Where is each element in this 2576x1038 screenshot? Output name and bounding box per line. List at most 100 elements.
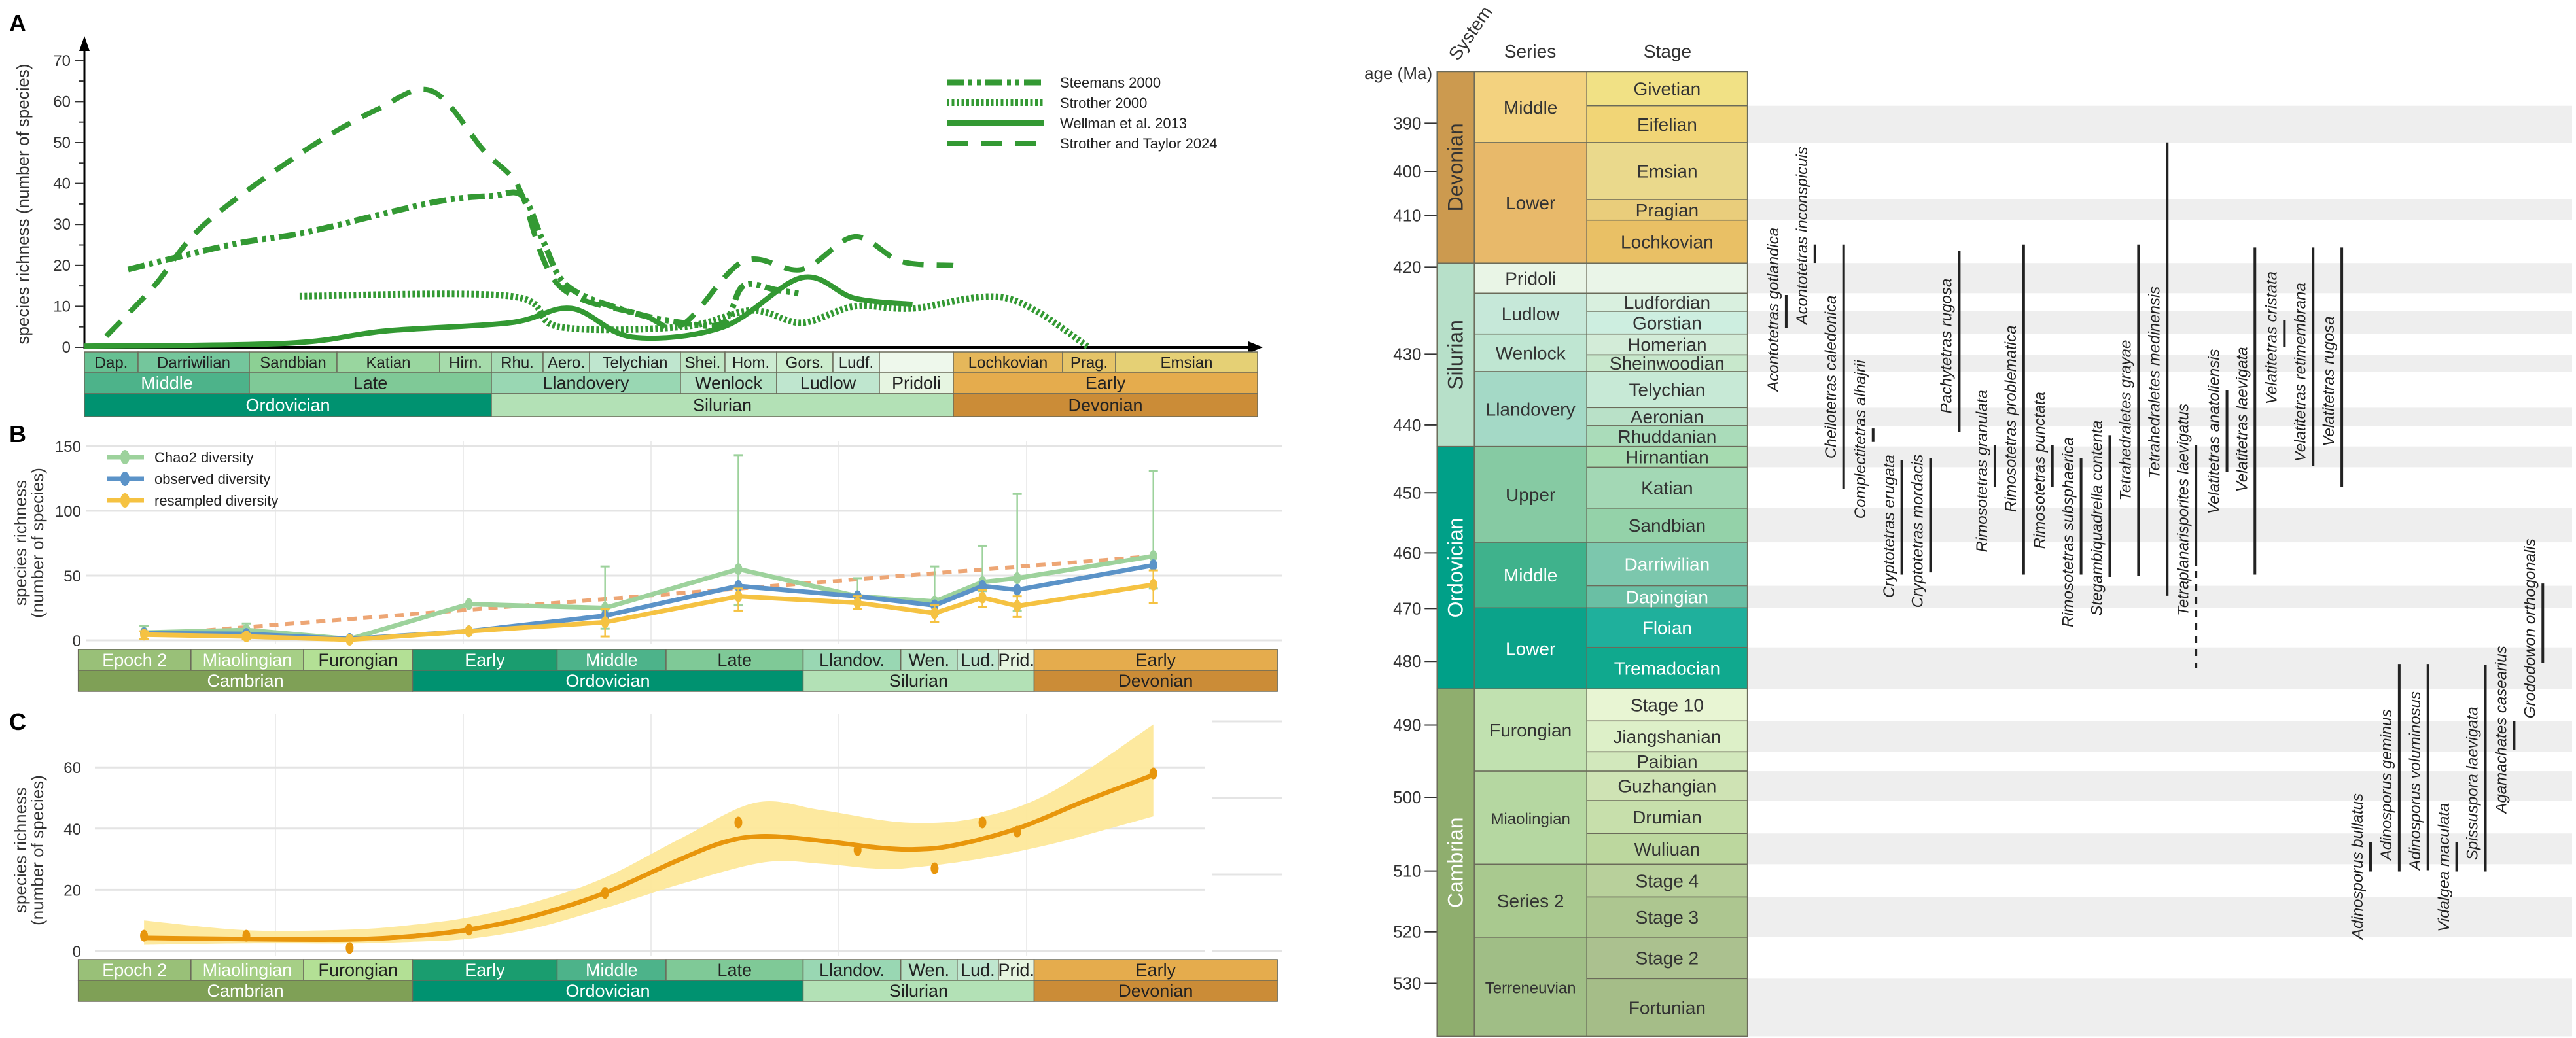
- stage-stripe: [1747, 897, 2572, 937]
- system-cell: [1033, 670, 1278, 692]
- legend-marker-icon: [120, 472, 130, 486]
- stage-label: Lochkovian: [968, 355, 1048, 372]
- series-label: Lower: [1506, 193, 1555, 213]
- taxon-range: Velatitetras cristata: [2263, 271, 2286, 404]
- x-axis-arrow-icon: [1248, 341, 1263, 353]
- stage-label: Katian: [1641, 478, 1693, 498]
- stage-label: Ludfordian: [1624, 292, 1710, 313]
- y-tick-label: 40: [63, 821, 81, 839]
- taxon-range: Adinosporus bullatus: [2349, 793, 2372, 941]
- series-cell: [249, 372, 492, 394]
- stage-label: Wuliuan: [1634, 839, 1701, 859]
- series-cell: [190, 959, 304, 981]
- stage-label: Sheinwoodian: [1610, 353, 1725, 373]
- series-label: Llandov.: [819, 960, 885, 980]
- taxon-label: Rimosotetras subsphaerica: [2060, 437, 2077, 627]
- series-label: Series 2: [1497, 891, 1564, 911]
- stage-label: Guzhangian: [1617, 776, 1716, 797]
- series-label: Epoch 2: [102, 650, 167, 670]
- series-cell: [1473, 371, 1587, 447]
- taxon-label: Acontotetras gotlandica: [1765, 228, 1782, 393]
- age-tick-label: 420: [1393, 257, 1421, 277]
- taxon-range: Velatitetras laevigata: [2233, 247, 2257, 575]
- series-label: Miaolingian: [203, 960, 292, 980]
- taxon-range: Complectitetras alhajrii: [1852, 360, 1875, 519]
- series-cell: [1473, 71, 1587, 143]
- y-tick-label: 30: [53, 216, 71, 234]
- series-label: Upper: [1506, 485, 1555, 505]
- y-tick-label: 0: [73, 632, 81, 650]
- taxon-range: Rimosotetras granulata: [1973, 390, 1996, 552]
- stage-label: Emsian: [1160, 355, 1212, 372]
- age-tick-label: 400: [1393, 162, 1421, 181]
- stage-label: Dapingian: [1626, 587, 1708, 607]
- stage-stripe: [1747, 105, 2572, 143]
- stage-stripe: [1747, 199, 2572, 220]
- series-cell: [1473, 445, 1587, 543]
- taxon-label: Acontotetras inconspicuis: [1793, 147, 1811, 326]
- stratigraphic-range-chart: System Series Stage age (Ma) 390 400 410 420 430…: [1364, 2, 2572, 1037]
- series-label: Llandovery: [542, 373, 629, 393]
- system-cell: [491, 393, 954, 417]
- stage-cell: [542, 351, 590, 373]
- stage-stripe: [1747, 407, 2572, 426]
- taxon-range: Agamachates casearius: [2493, 646, 2516, 815]
- taxon-range: Velatitetras retimembrana: [2291, 247, 2315, 466]
- stage-label: Stage 10: [1631, 695, 1704, 716]
- age-tick-label: 480: [1393, 651, 1421, 671]
- age-tick-label: 530: [1393, 974, 1421, 994]
- taxon-range: Cryptotetras erugata: [1880, 455, 1903, 598]
- data-point: [734, 563, 743, 576]
- age-tick-label: 430: [1393, 344, 1421, 364]
- data-point: [978, 816, 987, 829]
- stage-label: Rhuddanian: [1617, 426, 1716, 447]
- series-line-dashed: [104, 86, 954, 338]
- series-label: Wenlock: [1496, 343, 1566, 363]
- stage-label: Stage 3: [1636, 907, 1699, 927]
- series-label: Late: [353, 373, 388, 393]
- age-tick-label: 520: [1393, 922, 1421, 942]
- data-point: [1013, 572, 1021, 584]
- fit-line: [144, 772, 1154, 943]
- series-label: Llandov.: [819, 650, 885, 670]
- stage-cell: [1586, 607, 1748, 648]
- data-point: [465, 625, 473, 638]
- header-system: System: [1445, 2, 1496, 63]
- data-point: [853, 597, 862, 609]
- data-point: [930, 607, 939, 619]
- legend-label: Steemans 2000: [1060, 75, 1161, 91]
- header-stage: Stage: [1644, 41, 1691, 61]
- stage-label: Stage 4: [1636, 871, 1699, 891]
- system-cell: [1436, 445, 1475, 689]
- system-label: Cambrian: [207, 671, 284, 691]
- series-cell: [1473, 607, 1587, 689]
- age-tick-label: 500: [1393, 787, 1421, 807]
- stage-cell: [1586, 425, 1748, 447]
- stage-stripe: [1747, 721, 2572, 752]
- series-cell: [1033, 959, 1278, 981]
- series-label: Llandovery: [1486, 399, 1576, 419]
- series-label: Lud.: [961, 650, 995, 670]
- system-cell: [1436, 262, 1475, 447]
- confidence-band: [144, 724, 1154, 945]
- stage-cell: [1586, 508, 1748, 543]
- series-label: Lower: [1506, 638, 1555, 659]
- taxon-range: Acontotetras gotlandica: [1765, 228, 1788, 393]
- stage-cell: [1062, 351, 1116, 373]
- panel-a-chart: species richness (number of species) 0 10 2…: [13, 36, 1263, 417]
- system-cell: [802, 980, 1035, 1002]
- series-cell: [1473, 770, 1587, 865]
- data-point: [465, 598, 473, 610]
- taxon-range: Tetrahedraletes medinensis: [2145, 142, 2169, 596]
- taxon-label: Velatitetras cristata: [2263, 271, 2280, 404]
- stage-stripe: [1747, 833, 2572, 865]
- series-label: Middle: [1504, 565, 1557, 585]
- taxon-label: Adinosporus bullatus: [2349, 793, 2367, 941]
- stage-label: Fortunian: [1629, 997, 1706, 1018]
- system-label: Devonian: [1118, 981, 1193, 1001]
- data-point: [1149, 559, 1157, 572]
- stage-cell: [1586, 833, 1748, 865]
- series-label: Ludlow: [800, 373, 856, 393]
- stage-label: Floian: [1642, 618, 1692, 638]
- y-tick-label: 50: [53, 134, 71, 152]
